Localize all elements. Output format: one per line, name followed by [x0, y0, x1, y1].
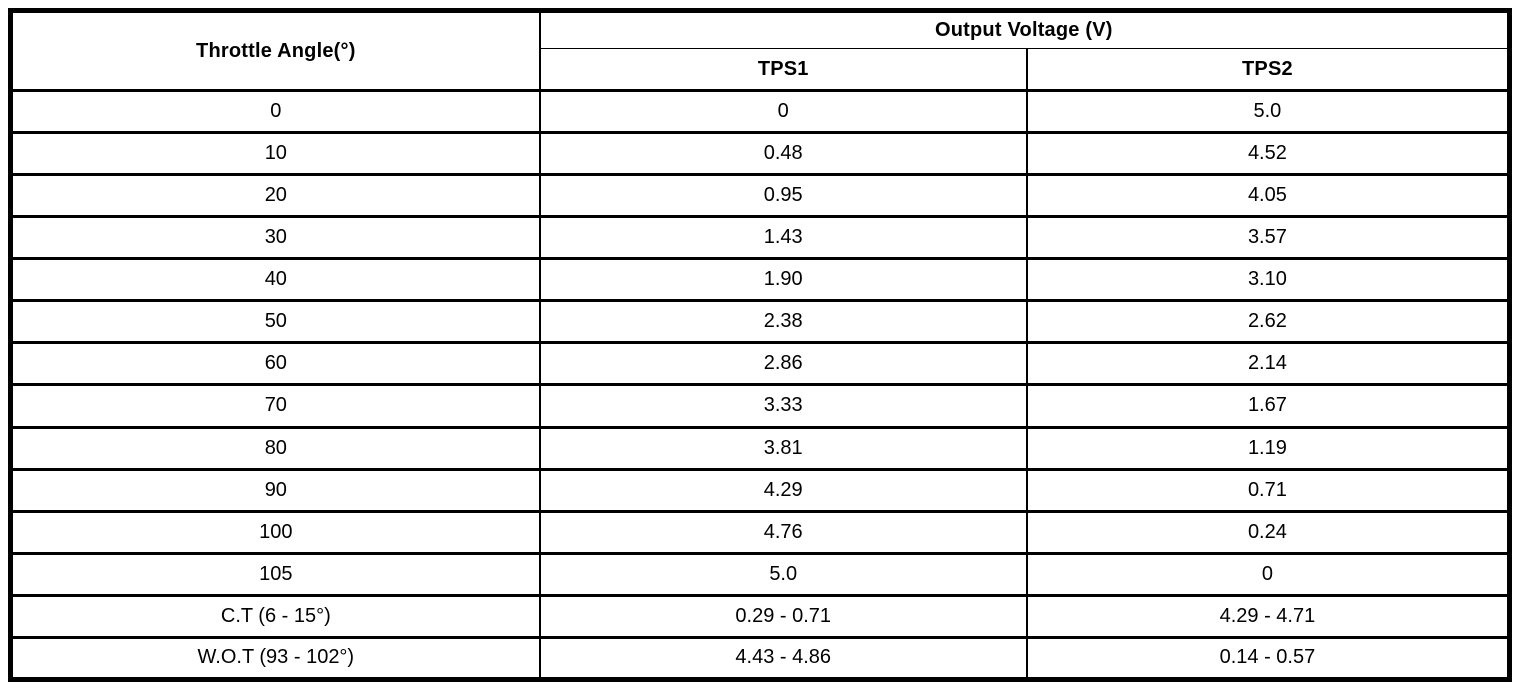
column-header-output-voltage: Output Voltage (V) [538, 10, 1511, 49]
tps2-value-cell: 2.14 [1025, 341, 1511, 385]
header-row-group: Throttle Angle(°) Output Voltage (V) [9, 10, 1511, 91]
tps1-value-cell: 2.86 [538, 341, 1028, 385]
table-row: 0 0 5.0 [9, 88, 1511, 133]
throttle-angle-cell: 80 [9, 425, 541, 470]
tps2-value-cell: 1.19 [1025, 425, 1511, 470]
tps2-value-cell: 3.10 [1025, 257, 1511, 301]
tps-voltage-table: Throttle Angle(°) Output Voltage (V) TPS… [8, 8, 1512, 682]
table-header: Throttle Angle(°) Output Voltage (V) TPS… [9, 10, 1511, 92]
throttle-angle-cell: 20 [9, 173, 541, 217]
tps2-value-cell: 4.29 - 4.71 [1025, 593, 1511, 638]
table-row: 80 3.81 1.19 [9, 425, 1511, 470]
throttle-angle-cell: 0 [9, 88, 541, 133]
tps2-value-cell: 0.24 [1025, 509, 1511, 554]
table-row: 40 1.90 3.10 [9, 257, 1511, 301]
column-header-tps1: TPS1 [538, 48, 1028, 92]
tps2-value-cell: 3.57 [1025, 215, 1511, 259]
tps1-value-cell: 0.48 [538, 131, 1028, 175]
throttle-angle-cell: W.O.T (93 - 102°) [9, 635, 541, 680]
tps2-value-cell: 1.67 [1025, 383, 1511, 427]
tps1-value-cell: 2.38 [538, 299, 1028, 343]
tps2-value-cell: 4.05 [1025, 173, 1511, 217]
throttle-angle-cell: 100 [9, 509, 541, 554]
tps2-value-cell: 0 [1025, 551, 1511, 596]
tps2-value-cell: 5.0 [1025, 88, 1511, 133]
tps1-value-cell: 4.43 - 4.86 [538, 635, 1028, 680]
tps2-value-cell: 0.71 [1025, 467, 1511, 512]
table-row: 100 4.76 0.24 [9, 509, 1511, 554]
tps1-value-cell: 3.33 [538, 383, 1028, 427]
table-row: 90 4.29 0.71 [9, 467, 1511, 512]
throttle-angle-cell: 50 [9, 299, 541, 343]
table-row: W.O.T (93 - 102°) 4.43 - 4.86 0.14 - 0.57 [9, 635, 1511, 680]
tps2-value-cell: 2.62 [1025, 299, 1511, 343]
table-row: 105 5.0 0 [9, 551, 1511, 596]
header-row-sub: TPS1 TPS2 [11, 48, 1511, 92]
tps1-value-cell: 0.29 - 0.71 [538, 593, 1028, 638]
throttle-angle-cell: 40 [9, 257, 541, 301]
throttle-angle-cell: 90 [9, 467, 541, 512]
table-row: 20 0.95 4.05 [9, 173, 1511, 217]
table-body: 0 0 5.0 10 0.48 4.52 20 0.95 4.05 30 1.43 3.57 40 1.9… [9, 88, 1511, 680]
tps1-value-cell: 0.95 [538, 173, 1028, 217]
tps1-value-cell: 4.29 [538, 467, 1028, 512]
table-row: C.T (6 - 15°) 0.29 - 0.71 4.29 - 4.71 [9, 593, 1511, 638]
throttle-angle-cell: 60 [9, 341, 541, 385]
column-header-tps2: TPS2 [1025, 48, 1511, 92]
throttle-angle-cell: 105 [9, 551, 541, 596]
table-row: 30 1.43 3.57 [9, 215, 1511, 259]
table-row: 50 2.38 2.62 [9, 299, 1511, 343]
table-row: 60 2.86 2.14 [9, 341, 1511, 385]
column-header-throttle-angle: Throttle Angle(°) [9, 10, 541, 91]
throttle-angle-cell: 30 [9, 215, 541, 259]
tps1-value-cell: 4.76 [538, 509, 1028, 554]
tps1-value-cell: 5.0 [538, 551, 1028, 596]
throttle-angle-cell: C.T (6 - 15°) [9, 593, 541, 638]
tps1-value-cell: 3.81 [538, 425, 1028, 470]
tps1-value-cell: 0 [538, 88, 1028, 133]
throttle-angle-cell: 10 [9, 131, 541, 175]
throttle-angle-cell: 70 [9, 383, 541, 427]
table-row: 10 0.48 4.52 [9, 131, 1511, 175]
table-row: 70 3.33 1.67 [9, 383, 1511, 427]
tps2-value-cell: 4.52 [1025, 131, 1511, 175]
tps1-value-cell: 1.90 [538, 257, 1028, 301]
tps1-value-cell: 1.43 [538, 215, 1028, 259]
tps2-value-cell: 0.14 - 0.57 [1025, 635, 1511, 680]
